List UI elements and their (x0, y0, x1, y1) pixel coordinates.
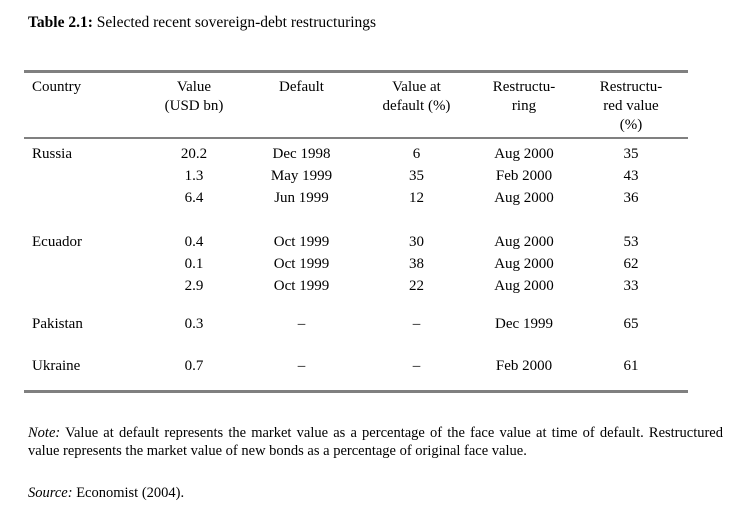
note-label: Note: (28, 424, 61, 441)
table-row-pakistan: Pakistan 0.3 – – Dec 1999 65 (24, 313, 688, 335)
cell-restructured-value: 61 (623, 358, 639, 374)
header-line: Country (32, 79, 82, 95)
cell-value: 0.7 (184, 358, 204, 374)
table-row-ecuador-3: 2.9 Oct 1999 22 Aug 2000 33 (24, 275, 688, 297)
cell-default: Oct 1999 (273, 256, 330, 272)
cell-restructuring: Dec 1999 (495, 316, 553, 332)
table-row-russia-1: Russia 20.2 Dec 1998 6 Aug 2000 35 (24, 138, 688, 165)
cell-restructured-value: 35 (623, 146, 639, 162)
cell-default: Oct 1999 (273, 234, 330, 250)
group-spacer (24, 297, 688, 313)
header-line: Value at (392, 79, 441, 95)
cell-restructuring: Feb 2000 (495, 168, 553, 184)
group-spacer (24, 209, 688, 231)
cell-default: – (297, 358, 306, 374)
header-line: red value (603, 98, 659, 114)
cell-restructured-value: 65 (623, 316, 639, 332)
cell-value-at-default: 38 (409, 256, 424, 272)
column-header-value-at-default: Value at default (%) (359, 71, 474, 139)
table-bottom-padding (24, 377, 688, 392)
cell-country (24, 253, 144, 275)
cell-default: – (297, 316, 306, 332)
cell-default: Oct 1999 (273, 278, 330, 294)
cell-country: Russia (32, 146, 73, 162)
cell-restructured-value: 62 (623, 256, 639, 272)
column-header-default: Default (244, 71, 359, 139)
cell-restructured-value: 36 (623, 190, 639, 206)
cell-value: 0.1 (184, 256, 204, 272)
header-line: (USD bn) (164, 98, 224, 114)
cell-value-at-default: 6 (412, 146, 421, 162)
table-caption-number: Table 2.1: (28, 14, 93, 31)
table-body: Russia 20.2 Dec 1998 6 Aug 2000 35 1.3 M… (24, 138, 688, 392)
cell-value-at-default: 30 (409, 234, 424, 250)
header-line: ring (511, 98, 537, 114)
cell-country: Ukraine (32, 358, 81, 374)
cell-value: 0.4 (184, 234, 204, 250)
cell-value: 6.4 (184, 190, 204, 206)
table-header: Country Value (USD bn) Default Value at … (24, 71, 688, 139)
cell-value: 2.9 (184, 278, 204, 294)
column-header-country: Country (24, 71, 144, 139)
cell-country: Pakistan (32, 316, 83, 332)
cell-restructured-value: 43 (623, 168, 639, 184)
cell-value-at-default: 12 (409, 190, 424, 206)
header-line: Default (279, 79, 324, 95)
table-row-ukraine: Ukraine 0.7 – – Feb 2000 61 (24, 355, 688, 377)
group-spacer (24, 335, 688, 355)
cell-restructuring: Aug 2000 (494, 278, 554, 294)
cell-value: 0.3 (184, 316, 204, 332)
column-header-restructured-value: Restructu- red value (%) (574, 71, 688, 139)
cell-restructured-value: 33 (623, 278, 639, 294)
cell-country (24, 275, 144, 297)
cell-restructuring: Aug 2000 (494, 190, 554, 206)
cell-value-at-default: – (412, 316, 421, 332)
table-note: Note: Value at default represents the ma… (28, 424, 723, 461)
sovereign-debt-restructurings-table: Country Value (USD bn) Default Value at … (24, 70, 688, 393)
header-row: Country Value (USD bn) Default Value at … (24, 71, 688, 139)
cell-restructured-value: 53 (623, 234, 639, 250)
cell-restructuring: Aug 2000 (494, 234, 554, 250)
cell-default: May 1999 (270, 168, 333, 184)
table-row-russia-3: 6.4 Jun 1999 12 Aug 2000 36 (24, 187, 688, 209)
header-line: (%) (619, 117, 643, 133)
cell-restructuring: Aug 2000 (494, 256, 554, 272)
header-line: Restructu- (599, 79, 663, 95)
table-row-ecuador-1: Ecuador 0.4 Oct 1999 30 Aug 2000 53 (24, 231, 688, 253)
column-header-value: Value (USD bn) (144, 71, 244, 139)
cell-country (24, 165, 144, 187)
cell-country: Ecuador (32, 234, 82, 250)
cell-value: 1.3 (184, 168, 204, 184)
cell-default: Jun 1999 (274, 190, 329, 206)
cell-restructuring: Feb 2000 (495, 358, 553, 374)
header-line: Value (176, 79, 212, 95)
table-row-russia-2: 1.3 May 1999 35 Feb 2000 43 (24, 165, 688, 187)
cell-value: 20.2 (180, 146, 208, 162)
source-text: Economist (2004). (72, 484, 185, 501)
note-text: Value at default represents the market v… (28, 424, 723, 460)
cell-value-at-default: – (412, 358, 421, 374)
source-label: Source: (28, 484, 73, 501)
cell-value-at-default: 35 (409, 168, 424, 184)
table-row-ecuador-2: 0.1 Oct 1999 38 Aug 2000 62 (24, 253, 688, 275)
cell-default: Dec 1998 (272, 146, 331, 162)
header-line: default (%) (382, 98, 451, 114)
cell-restructuring: Aug 2000 (494, 146, 554, 162)
cell-value-at-default: 22 (409, 278, 424, 294)
table-caption-title: Selected recent sovereign-debt restructu… (92, 14, 377, 31)
table-caption: Table 2.1: Selected recent sovereign-deb… (28, 13, 376, 33)
column-header-restructuring: Restructu- ring (474, 71, 574, 139)
cell-country (24, 187, 144, 209)
table-source: Source: Economist (2004). (28, 484, 184, 502)
header-line: Restructu- (492, 79, 556, 95)
